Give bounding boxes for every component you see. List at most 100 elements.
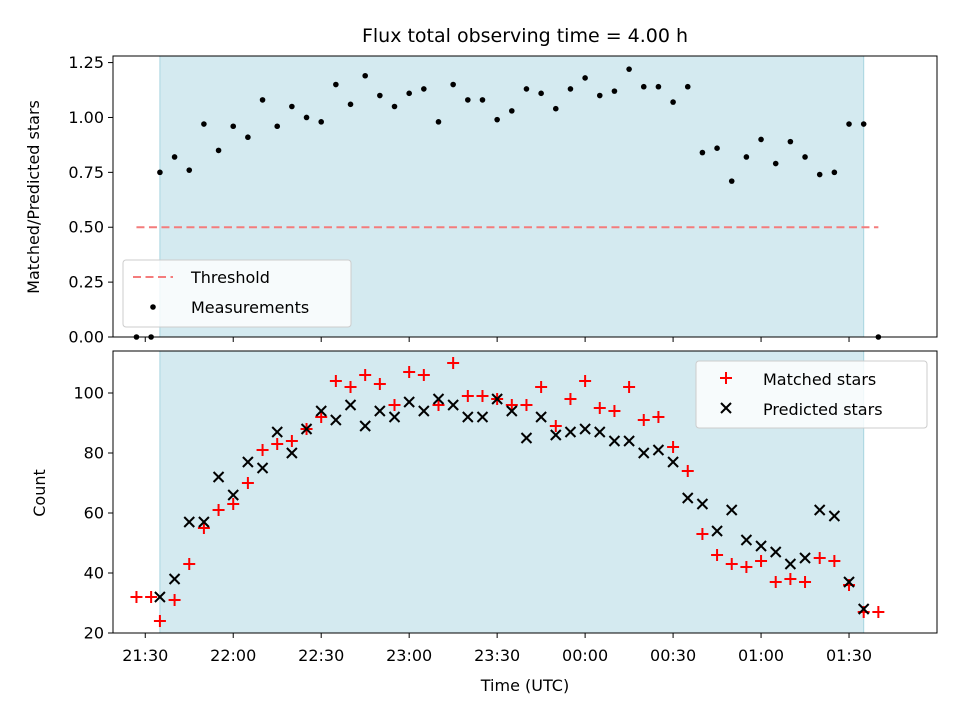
top-point	[772, 160, 779, 167]
marker-stroke	[667, 456, 679, 468]
top-y-axis-label: Matched/Predicted stars	[24, 100, 43, 294]
bottom-panel: 20 40 60 80 100 21:30 22:00 22:30 23:00 23:30 00:0…	[73, 350, 938, 665]
bottom-matched-point	[564, 393, 577, 405]
bottom-matched-point	[711, 549, 724, 561]
bottom-series-matched-stars	[130, 357, 885, 627]
bottom-x-tick-label: 23:30	[474, 646, 520, 665]
marker-stroke	[638, 447, 650, 459]
bottom-matched-point	[549, 420, 562, 432]
marker-stroke	[784, 558, 797, 570]
top-point	[860, 121, 867, 127]
bottom-predicted-point	[696, 498, 709, 510]
top-point	[728, 178, 735, 184]
marker-stroke	[418, 405, 430, 417]
top-point	[435, 119, 442, 125]
top-y-tick-label: 1.25	[68, 53, 104, 72]
marker-stroke	[476, 411, 489, 423]
top-point	[230, 123, 237, 130]
top-point	[157, 169, 163, 176]
bottom-matched-point	[432, 399, 445, 411]
bottom-matched-point	[168, 594, 181, 606]
marker-stroke	[696, 498, 709, 510]
marker-stroke	[857, 603, 870, 615]
top-point	[274, 123, 281, 130]
legend-matched-label: Matched stars	[763, 370, 876, 389]
bottom-predicted-point	[476, 411, 489, 423]
bottom-predicted-point	[579, 423, 591, 435]
bottom-predicted-point	[784, 558, 797, 570]
bottom-predicted-point	[198, 516, 210, 528]
bottom-x-tick-label: 23:00	[386, 646, 432, 665]
bottom-matched-point	[359, 369, 372, 381]
top-point	[289, 103, 295, 110]
x-axis-label: Time (UTC)	[480, 676, 569, 695]
top-point	[215, 147, 222, 154]
top-point	[582, 75, 588, 81]
bottom-matched-point	[725, 558, 738, 570]
top-panel: 0.00 0.25 0.50 0.75 1.00 1.25 Threshold Measure…	[68, 53, 938, 347]
legend-measurements-swatch	[150, 304, 156, 310]
bottom-matched-point	[769, 576, 782, 588]
bottom-y-tick-label: 20	[84, 624, 104, 643]
bottom-x-tick-label: 01:30	[826, 646, 872, 665]
top-point	[846, 121, 852, 127]
bottom-matched-point	[403, 366, 416, 378]
marker-stroke	[711, 525, 723, 537]
top-point	[743, 154, 750, 160]
top-point	[259, 97, 266, 103]
bottom-matched-point	[755, 555, 768, 567]
marker-stroke	[623, 435, 635, 447]
top-point	[758, 136, 764, 143]
marker-stroke	[168, 573, 181, 585]
bottom-matched-point	[183, 558, 196, 570]
bottom-predicted-point	[843, 576, 855, 588]
bottom-matched-point	[461, 390, 474, 402]
marker-stroke	[227, 489, 239, 501]
bottom-y-tick-label: 60	[84, 504, 104, 523]
bottom-matched-point	[145, 591, 158, 603]
bottom-legend-frame	[695, 360, 928, 429]
bottom-matched-point	[799, 576, 812, 588]
bottom-x-tick-label: 00:00	[562, 646, 608, 665]
bottom-predicted-point	[755, 540, 767, 552]
marker-stroke	[374, 405, 386, 417]
bottom-matched-point	[872, 606, 885, 618]
bottom-predicted-point	[447, 399, 459, 411]
bottom-matched-point	[153, 615, 166, 627]
bottom-predicted-point	[359, 420, 371, 432]
bottom-predicted-point	[432, 393, 445, 405]
bottom-matched-point	[740, 561, 753, 573]
marker-stroke	[652, 444, 665, 456]
top-y-tick-label: 0.25	[68, 273, 104, 292]
top-point	[670, 99, 676, 105]
bottom-predicted-point	[506, 405, 518, 417]
marker-stroke	[271, 426, 283, 438]
marker-stroke	[564, 426, 577, 438]
bottom-matched-point	[681, 465, 694, 477]
marker-stroke	[828, 510, 841, 522]
bottom-y-axis-label: Count	[30, 469, 49, 517]
marker-stroke	[344, 399, 357, 411]
bottom-series-predicted-stars	[154, 393, 870, 615]
bottom-x-tick-label: 01:00	[738, 646, 784, 665]
top-chart-title: Flux total observing time = 4.00 h	[362, 25, 688, 47]
top-legend: Threshold Measurements	[122, 259, 352, 328]
bottom-predicted-point	[154, 591, 166, 603]
bottom-x-tick-label: 22:30	[298, 646, 344, 665]
marker-stroke	[256, 462, 269, 474]
top-point	[171, 154, 178, 160]
top-y-tick-label: 0.50	[68, 218, 104, 237]
bottom-predicted-point	[550, 429, 562, 441]
bottom-matched-point	[241, 477, 254, 489]
top-point	[802, 154, 808, 160]
top-point	[465, 97, 471, 103]
bottom-predicted-point	[594, 426, 606, 438]
marker-stroke	[154, 591, 166, 603]
top-axes-frame	[112, 55, 938, 338]
top-point	[538, 90, 544, 97]
top-point	[391, 103, 398, 110]
bottom-predicted-point	[740, 534, 753, 546]
bottom-predicted-point	[315, 405, 327, 417]
bottom-matched-point	[784, 573, 797, 585]
